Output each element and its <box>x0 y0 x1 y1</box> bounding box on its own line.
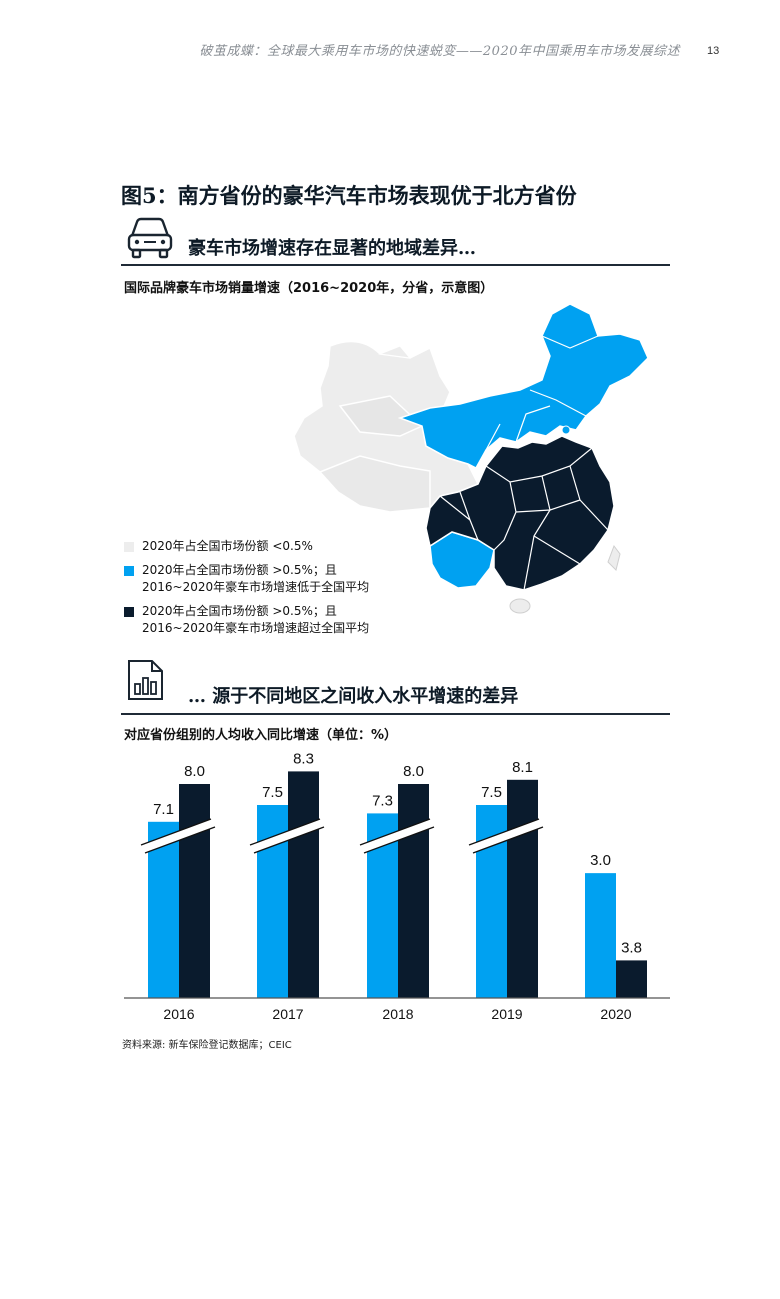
bar-2020-0 <box>585 873 616 998</box>
data-label: 8.0 <box>184 763 205 780</box>
axis-break-line <box>144 826 216 854</box>
data-label: 3.8 <box>621 939 642 956</box>
legend-swatch-grey <box>124 542 134 552</box>
bar-2018-1 <box>398 784 429 998</box>
source-note: 资料来源: 新车保险登记数据库；CEIC <box>122 1040 292 1051</box>
axis-break-line <box>472 826 544 854</box>
car-icon <box>127 217 173 259</box>
chart-caption: 对应省份组别的人均收入同比增速（单位：%） <box>124 728 398 743</box>
map-region-north <box>485 335 599 451</box>
bar-2016-0 <box>148 821 179 998</box>
map-region-capital <box>561 425 571 435</box>
figure-title: 图5：南方省份的豪华汽车市场表现优于北方省份 <box>121 183 577 208</box>
china-map <box>293 303 649 614</box>
x-tick-label: 2018 <box>382 1006 413 1022</box>
data-label: 8.3 <box>293 750 314 767</box>
data-label: 7.1 <box>153 801 174 818</box>
legend-label: 2020年占全国市场份额 <0.5% <box>142 539 313 553</box>
map-region-west <box>338 395 424 437</box>
data-label: 8.1 <box>512 759 533 776</box>
axis-break-gap <box>469 819 543 853</box>
bar-2016-1 <box>179 784 210 998</box>
legend-label-line2: 2016~2020年豪车市场增速超过全国平均 <box>142 621 370 635</box>
axis-break-gap <box>250 819 324 853</box>
data-label: 7.3 <box>372 792 393 809</box>
x-tick-label: 2019 <box>491 1006 522 1022</box>
legend-label: 2020年占全国市场份额 >0.5%；且 <box>142 563 337 577</box>
legend-swatch-navy <box>124 607 134 617</box>
bar-2017-1 <box>288 771 319 998</box>
bar-2019-1 <box>507 779 538 998</box>
legend-label-line2: 2016~2020年豪车市场增速低于全国平均 <box>142 580 370 594</box>
x-tick-label: 2017 <box>272 1006 303 1022</box>
map-region-south <box>439 447 609 591</box>
section-divider <box>121 713 670 715</box>
x-tick-label: 2016 <box>163 1006 194 1022</box>
data-label: 3.0 <box>590 852 611 869</box>
data-label: 7.5 <box>262 784 283 801</box>
x-tick-label: 2020 <box>600 1006 631 1022</box>
axis-break-gap <box>360 819 434 853</box>
axis-break-line <box>468 818 540 846</box>
legend-label: 2020年占全国市场份额 >0.5%；且 <box>142 604 337 618</box>
legend-swatch-light-blue <box>124 566 134 576</box>
running-title: 破茧成蝶：全球最大乘用车市场的快速蜕变——2020年中国乘用车市场发展综述 <box>199 44 680 59</box>
bar-2020-1 <box>616 960 647 998</box>
axis-break-line <box>249 818 321 846</box>
map-region-taiwan <box>607 544 621 571</box>
data-label: 8.0 <box>403 763 424 780</box>
section-heading-income: … 源于不同地区之间收入水平增速的差异 <box>188 686 519 707</box>
map-region-west <box>378 345 412 359</box>
axis-break-line <box>140 818 212 846</box>
map-region-south <box>425 435 615 591</box>
page-number: 13 <box>707 45 720 57</box>
map-region-hainan <box>509 598 531 614</box>
document-chart-icon <box>128 660 163 700</box>
section-heading-regional: 豪车市场增速存在显著的地域差异… <box>188 238 476 259</box>
section-divider <box>121 264 670 266</box>
data-label: 7.5 <box>481 784 502 801</box>
axis-break-line <box>363 826 435 854</box>
axis-break-line <box>359 818 431 846</box>
axis-break-gap <box>141 819 215 853</box>
map-region-north <box>397 303 649 469</box>
map-caption: 国际品牌豪车市场销量增速（2016~2020年，分省，示意图） <box>124 281 494 296</box>
axis-break-line <box>253 826 325 854</box>
